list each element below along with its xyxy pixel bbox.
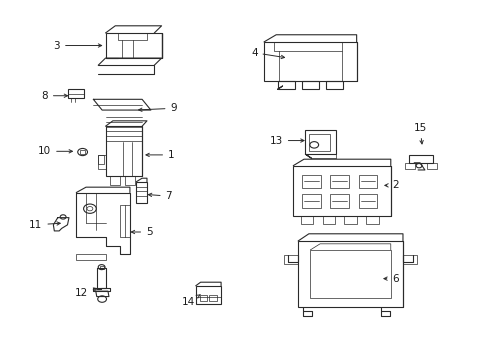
- Bar: [302, 194, 320, 208]
- Bar: [284, 255, 298, 264]
- Bar: [277, 81, 294, 89]
- Bar: [330, 194, 348, 208]
- Bar: [309, 134, 329, 150]
- Bar: [302, 81, 319, 89]
- Text: 1: 1: [146, 150, 174, 160]
- Bar: [293, 166, 390, 216]
- Bar: [98, 155, 105, 169]
- Bar: [125, 176, 135, 185]
- Bar: [358, 175, 376, 188]
- Text: 2: 2: [384, 180, 398, 190]
- Bar: [305, 130, 335, 154]
- Bar: [80, 150, 85, 154]
- Bar: [408, 155, 432, 163]
- Bar: [330, 175, 348, 188]
- Bar: [326, 81, 343, 89]
- Text: 4: 4: [250, 48, 284, 59]
- Bar: [118, 33, 147, 40]
- Bar: [209, 295, 217, 301]
- Bar: [273, 42, 341, 51]
- Text: 5: 5: [131, 227, 152, 237]
- Text: 6: 6: [383, 274, 398, 284]
- Bar: [427, 163, 436, 169]
- Bar: [264, 42, 356, 81]
- Text: 14: 14: [182, 295, 200, 307]
- Bar: [76, 253, 105, 260]
- Text: 12: 12: [74, 288, 97, 298]
- Text: 7: 7: [148, 191, 172, 201]
- Bar: [110, 176, 120, 185]
- Bar: [366, 216, 378, 224]
- Bar: [402, 255, 416, 264]
- Bar: [98, 155, 104, 164]
- Bar: [344, 216, 356, 224]
- Text: 8: 8: [41, 91, 67, 101]
- Bar: [298, 241, 402, 307]
- Bar: [100, 266, 103, 269]
- Bar: [120, 205, 130, 237]
- Bar: [358, 194, 376, 208]
- Bar: [300, 216, 312, 224]
- Bar: [322, 216, 334, 224]
- Bar: [136, 182, 147, 203]
- Bar: [405, 163, 414, 169]
- Bar: [195, 286, 221, 304]
- Bar: [302, 175, 320, 188]
- Bar: [105, 126, 142, 176]
- Text: 10: 10: [38, 146, 72, 156]
- Text: 11: 11: [29, 220, 60, 230]
- Bar: [310, 250, 390, 298]
- Bar: [105, 33, 161, 58]
- Text: 13: 13: [269, 136, 304, 145]
- Bar: [68, 89, 83, 98]
- Bar: [199, 295, 207, 301]
- Text: 3: 3: [53, 41, 102, 50]
- Text: 9: 9: [139, 103, 177, 113]
- Text: 15: 15: [412, 123, 426, 144]
